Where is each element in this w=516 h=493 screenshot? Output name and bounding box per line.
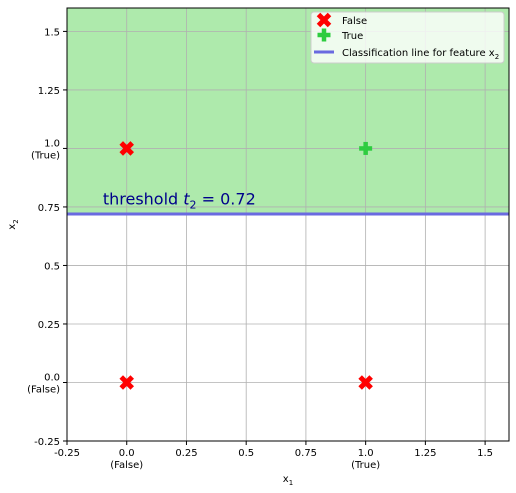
false-marker — [119, 141, 134, 156]
y-tick-label: 1.5 — [44, 27, 60, 38]
true-marker — [359, 141, 373, 155]
x-tick-label: 1.5 — [477, 448, 493, 459]
y-tick-label: 0.0 — [44, 372, 60, 383]
false-marker — [358, 375, 373, 390]
true-marker — [317, 28, 331, 42]
x-axis-label: x1 — [283, 474, 293, 487]
y-tick-label: 0.5 — [44, 261, 60, 272]
x-tick-label: 1.0 — [358, 448, 374, 459]
legend-label-false: False — [342, 16, 367, 27]
x-tick-sublabel: (True) — [351, 460, 380, 471]
y-tick-label: 1.0 — [44, 138, 60, 149]
y-tick-sublabel: (False) — [27, 384, 60, 395]
legend-label-true: True — [341, 31, 363, 42]
x-tick-label: 0.25 — [175, 448, 197, 459]
x-tick-label: 0.0 — [119, 448, 135, 459]
y-tick-sublabel: (True) — [31, 150, 60, 161]
false-marker-stroke — [316, 12, 332, 28]
false-marker-stroke — [358, 375, 373, 390]
x-tick-label: -0.25 — [54, 448, 80, 459]
false-marker — [119, 375, 134, 390]
y-axis-label: x2 — [7, 219, 20, 229]
false-marker — [316, 12, 332, 28]
legend-box — [310, 11, 505, 64]
legend: False True Classification line for feature… — [310, 11, 505, 64]
x-tick-sublabel: (False) — [110, 460, 143, 471]
x-tick-label: 0.75 — [295, 448, 317, 459]
plot-frame — [66, 7, 510, 442]
x-tick-label: 1.25 — [414, 448, 436, 459]
y-tick-label: -0.25 — [34, 437, 60, 448]
y-tick-label: 1.25 — [38, 86, 60, 97]
y-tick-label: 0.75 — [38, 203, 60, 214]
false-marker-stroke — [119, 141, 134, 156]
legend-label-line: Classification line for feature x2 — [342, 48, 499, 61]
x-tick-label: 0.5 — [238, 448, 254, 459]
y-tick-label: 0.25 — [38, 320, 60, 331]
false-marker-stroke — [119, 375, 134, 390]
threshold-annotation: threshold t2 = 0.72 — [103, 190, 256, 212]
